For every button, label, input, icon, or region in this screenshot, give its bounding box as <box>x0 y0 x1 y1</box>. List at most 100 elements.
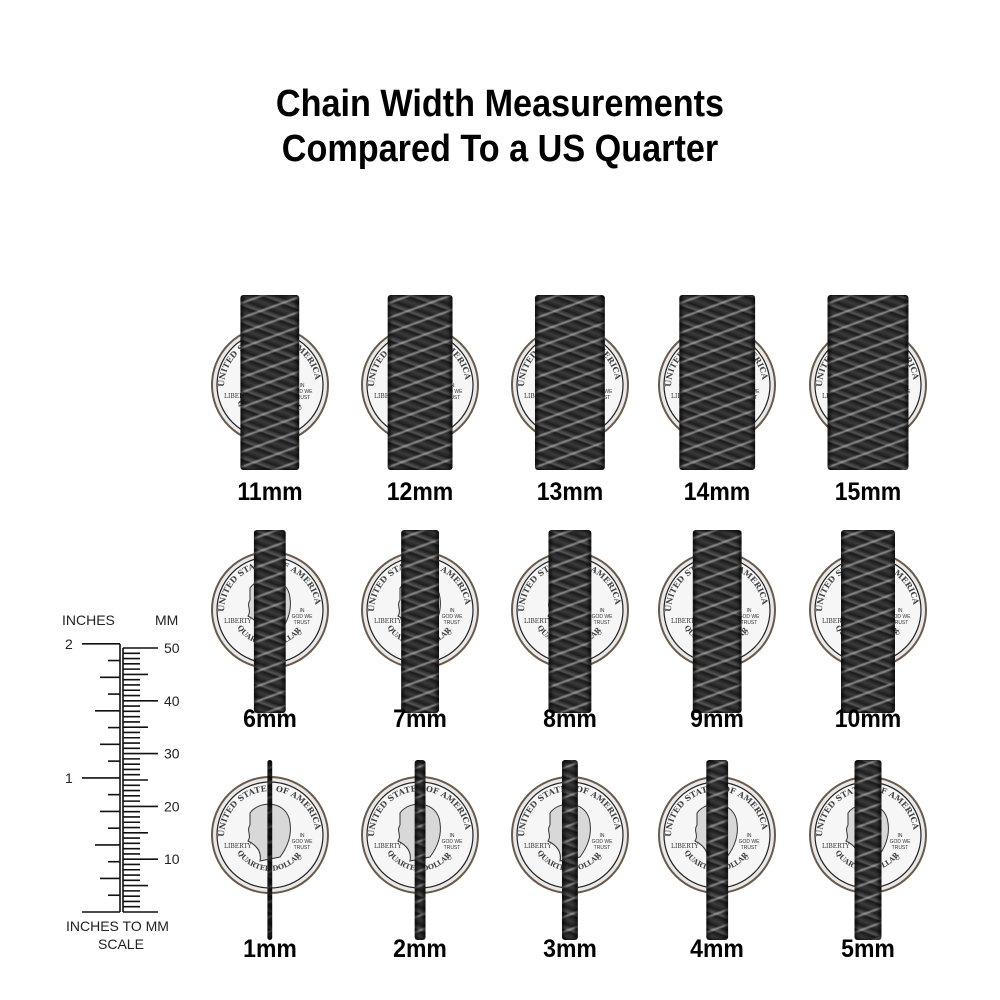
mm-label: 20 <box>164 798 180 814</box>
chain <box>253 530 287 713</box>
mm-label: 50 <box>164 640 180 656</box>
chain-sample: UNITED STATES OF AMERICA QUARTER DOLLAR … <box>345 525 495 755</box>
coin-liberty: LIBERTY <box>224 393 253 400</box>
coin-motto-1: IN <box>747 833 752 839</box>
coin-motto-2: GOD WE <box>890 839 911 845</box>
chain-width-label: 13mm <box>536 478 604 506</box>
coin-liberty: LIBERTY <box>374 618 403 625</box>
chain-sample: UNITED STATES OF AMERICA QUARTER DOLLAR … <box>495 295 645 525</box>
coin-motto-2: GOD WE <box>442 839 463 845</box>
coin-liberty: LIBERTY <box>224 618 253 625</box>
coin-motto-1: IN <box>300 383 305 389</box>
chain-width-label: 14mm <box>683 478 751 506</box>
inches-header: INCHES <box>62 612 115 628</box>
coin-motto-2: GOD WE <box>292 839 313 845</box>
ruler-scale: 1 2 10 20 30 40 50 <box>65 636 180 913</box>
coin-motto-3: TRUST <box>294 395 311 401</box>
chain <box>692 530 742 713</box>
chain <box>841 530 895 713</box>
coin-motto-2: GOD WE <box>592 839 613 845</box>
chain-width-label: 7mm <box>393 705 447 733</box>
coin-motto-3: TRUST <box>892 845 909 851</box>
coin-motto-3: TRUST <box>294 620 311 626</box>
coin-liberty: LIBERTY <box>524 618 553 625</box>
chain-width-label: 9mm <box>690 705 744 733</box>
chain-width-label: 10mm <box>834 705 902 733</box>
coin-liberty: LIBERTY <box>524 843 553 850</box>
chain-width-label: 8mm <box>543 705 597 733</box>
coin-motto-1: IN <box>600 833 605 839</box>
coin-motto-1: IN <box>300 833 305 839</box>
coin-motto-2: GOD WE <box>592 614 613 620</box>
coin-motto-2: GOD WE <box>292 614 313 620</box>
coin-motto-1: IN <box>450 608 455 614</box>
coin-mint-mark: D <box>598 631 602 637</box>
coin-motto-3: TRUST <box>594 620 611 626</box>
chain <box>387 295 453 470</box>
chain-width-label: 5mm <box>841 935 895 963</box>
coin-mint-mark: D <box>896 631 900 637</box>
coin-motto-1: IN <box>300 608 305 614</box>
chain-sample: UNITED STATES OF AMERICA QUARTER DOLLAR … <box>495 760 645 990</box>
coin-mint-mark: D <box>448 856 452 862</box>
chain-sample: UNITED STATES OF AMERICA QUARTER DOLLAR … <box>345 295 495 525</box>
chain-sample: UNITED STATES OF AMERICA QUARTER DOLLAR … <box>793 295 943 525</box>
chain-width-label: 1mm <box>243 935 297 963</box>
coin-mint-mark: D <box>448 631 452 637</box>
coin-motto-3: TRUST <box>444 845 461 851</box>
chain-sample: UNITED STATES OF AMERICA QUARTER DOLLAR … <box>195 525 345 755</box>
chain <box>534 295 606 470</box>
coin-motto-3: TRUST <box>294 845 311 851</box>
chain-width-label: 4mm <box>690 935 744 963</box>
coin-motto-3: TRUST <box>741 845 758 851</box>
chain <box>401 530 439 713</box>
coin-mint-mark: D <box>298 406 302 412</box>
chain <box>854 760 882 940</box>
chain-width-label: 15mm <box>834 478 902 506</box>
coin-mint-mark: D <box>298 856 302 862</box>
chain-sample: UNITED STATES OF AMERICA QUARTER DOLLAR … <box>793 525 943 755</box>
title-line-1: Chain Width Measurements <box>275 83 725 125</box>
chain <box>827 295 909 470</box>
coin-motto-1: IN <box>450 833 455 839</box>
coin-motto-1: IN <box>898 608 903 614</box>
chain-sample: UNITED STATES OF AMERICA QUARTER DOLLAR … <box>345 760 495 990</box>
chain-width-label: 6mm <box>243 705 297 733</box>
chain-sample: UNITED STATES OF AMERICA QUARTER DOLLAR … <box>642 525 792 755</box>
coin-liberty: LIBERTY <box>822 618 851 625</box>
inch-label: 2 <box>65 636 73 652</box>
coin-motto-1: IN <box>898 833 903 839</box>
coin-motto-1: IN <box>747 608 752 614</box>
chain-sample: UNITED STATES OF AMERICA QUARTER DOLLAR … <box>495 525 645 755</box>
coin-motto-3: TRUST <box>444 620 461 626</box>
chain-width-label: 3mm <box>543 935 597 963</box>
coin-motto-1: IN <box>600 608 605 614</box>
chain-sample: UNITED STATES OF AMERICA QUARTER DOLLAR … <box>793 760 943 990</box>
chain-width-label: 11mm <box>237 478 303 506</box>
coin-liberty: LIBERTY <box>224 843 253 850</box>
chain-width-label: 12mm <box>386 478 454 506</box>
coin-liberty: LIBERTY <box>822 843 851 850</box>
ruler-caption-line-1: INCHES TO MM <box>66 918 169 934</box>
chain-sample: UNITED STATES OF AMERICA QUARTER DOLLAR … <box>642 760 792 990</box>
chain <box>561 760 579 940</box>
coin-liberty: LIBERTY <box>374 843 403 850</box>
mm-label: 10 <box>164 851 180 867</box>
chain <box>414 760 426 940</box>
coin-mint-mark: D <box>598 856 602 862</box>
chain <box>240 295 300 470</box>
mm-label: 40 <box>164 693 180 709</box>
ruler-caption-line-2: SCALE <box>98 936 144 952</box>
coin-liberty: LIBERTY <box>671 843 700 850</box>
coin-mint-mark: D <box>745 631 749 637</box>
coin-motto-2: GOD WE <box>442 614 463 620</box>
mm-header: MM <box>155 612 179 628</box>
chain <box>548 530 592 713</box>
chain-sample: UNITED STATES OF AMERICA QUARTER DOLLAR … <box>642 295 792 525</box>
coin-motto-3: TRUST <box>892 620 909 626</box>
coin-motto-2: GOD WE <box>739 839 760 845</box>
coin-mint-mark: D <box>298 631 302 637</box>
coin-motto-3: TRUST <box>594 845 611 851</box>
coin-motto-2: GOD WE <box>890 614 911 620</box>
coin-motto-2: GOD WE <box>739 614 760 620</box>
